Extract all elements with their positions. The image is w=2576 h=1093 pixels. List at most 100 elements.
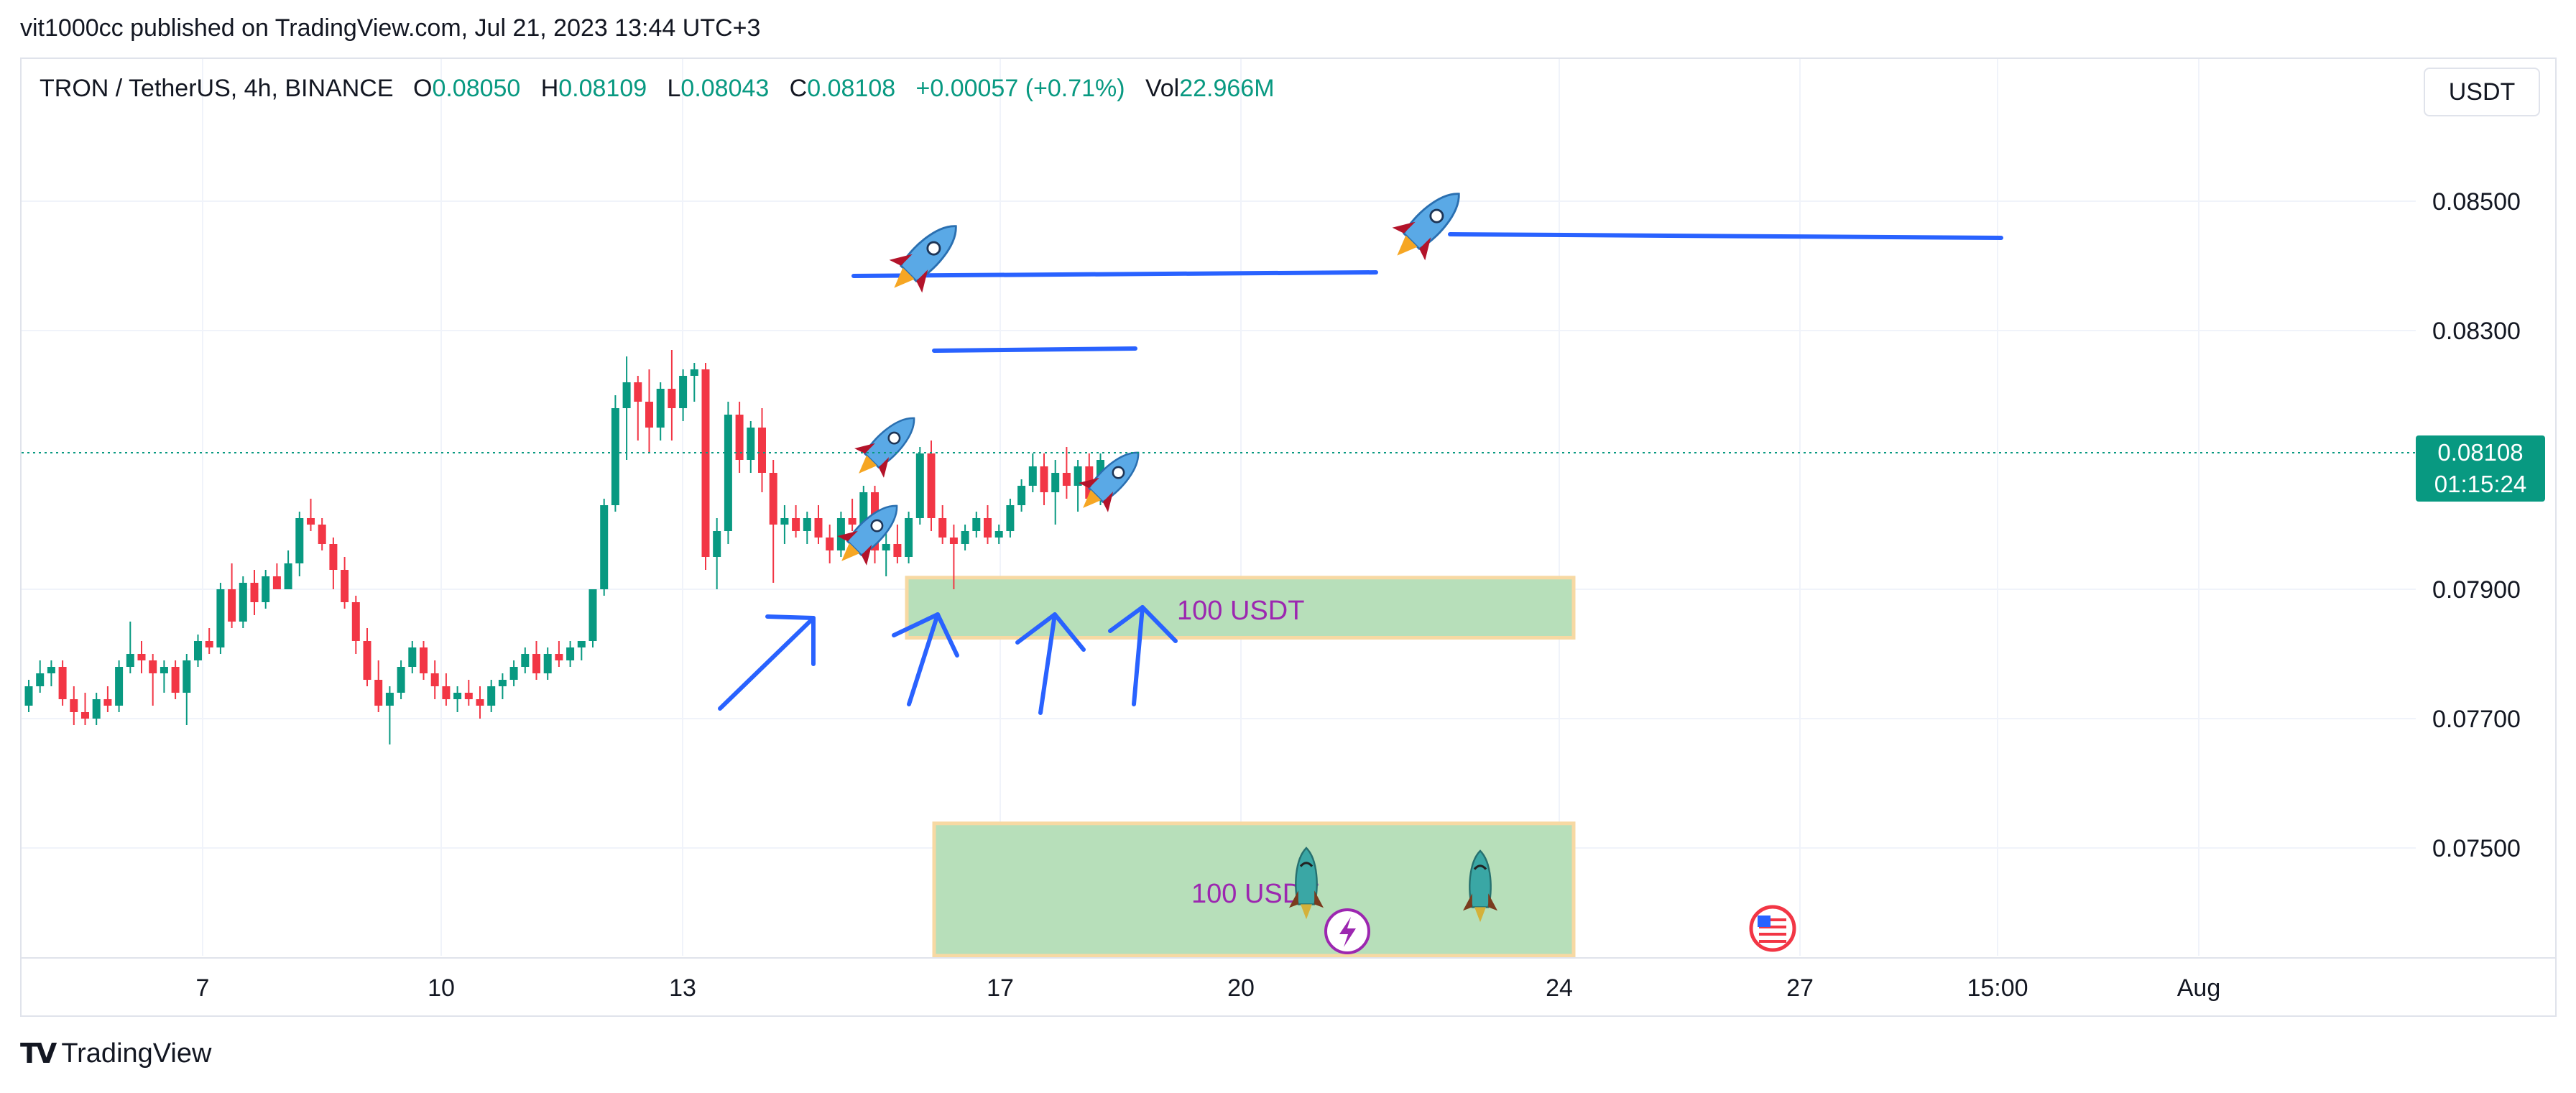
candle — [487, 680, 496, 712]
y-tick-label: 0.07700 — [2432, 706, 2521, 733]
candle — [1017, 479, 1026, 512]
candle — [769, 460, 777, 583]
candle-body — [509, 667, 518, 680]
publisher-credit: vit1000cc published on TradingView.com, … — [20, 14, 761, 42]
candle — [194, 635, 202, 667]
candle-body — [668, 389, 676, 408]
candle-body — [307, 518, 315, 525]
candle — [724, 402, 732, 544]
candle-body — [690, 369, 698, 376]
candle-body — [498, 680, 507, 686]
candle-body — [183, 660, 191, 693]
candle-body — [713, 531, 721, 557]
arrow-2 — [892, 612, 959, 706]
candle — [420, 641, 428, 680]
candle-body — [194, 641, 202, 660]
candle-body — [826, 538, 834, 550]
candle-body — [262, 576, 270, 602]
candle — [307, 499, 315, 531]
candle — [464, 680, 473, 706]
candle — [509, 660, 518, 686]
candle — [171, 660, 180, 699]
candle — [385, 686, 394, 744]
candle-body — [1017, 486, 1026, 505]
candle — [1040, 453, 1048, 505]
candle-body — [521, 654, 530, 667]
candle-body — [938, 518, 947, 538]
candle-body — [543, 654, 552, 673]
grid-lines — [22, 59, 2416, 956]
low-value: 0.08043 — [680, 75, 770, 102]
candle — [994, 525, 1003, 544]
candle-body — [927, 453, 936, 518]
support-zone — [932, 821, 1576, 958]
zone-label: 100 USDT — [1177, 596, 1304, 626]
candle-body — [893, 544, 902, 557]
candle — [250, 570, 259, 615]
x-tick-label: 10 — [428, 974, 455, 1002]
candle — [70, 686, 78, 725]
volume-label: Vol — [1145, 75, 1180, 102]
tradingview-logo[interactable]: TV TradingView — [20, 1038, 211, 1069]
candle — [374, 660, 383, 712]
candle-body — [103, 699, 112, 706]
candle-body — [47, 667, 55, 673]
candle — [927, 441, 936, 531]
rocket-sticker — [854, 417, 915, 478]
candle — [938, 505, 947, 544]
candle — [690, 363, 698, 402]
candle — [81, 693, 89, 725]
candle-body — [588, 589, 597, 641]
candle-body — [836, 518, 845, 550]
candle-body — [58, 667, 67, 699]
x-tick-label: 13 — [669, 974, 696, 1002]
candle — [149, 654, 157, 706]
candle-body — [577, 641, 586, 647]
candle — [295, 512, 304, 576]
candle — [1028, 453, 1037, 492]
candle-body — [487, 686, 496, 706]
candle-body — [915, 453, 924, 518]
candle — [972, 512, 981, 538]
candle — [566, 641, 575, 667]
candle-body — [397, 667, 405, 693]
symbol-label[interactable]: TRON / TetherUS, 4h, BINANCE — [40, 75, 394, 102]
candle-body — [532, 654, 540, 673]
level-line-3 — [932, 346, 1137, 353]
candle-body — [747, 428, 755, 460]
lightning-event-icon — [1324, 908, 1370, 954]
x-tick-label: Aug — [2177, 974, 2221, 1002]
candle — [543, 647, 552, 680]
candle-body — [205, 641, 213, 647]
candle-body — [137, 654, 146, 660]
candle-body — [385, 693, 394, 706]
candle — [905, 512, 913, 563]
change-value: +0.00057 (+0.71%) — [915, 75, 1125, 102]
open-value: 0.08050 — [432, 75, 521, 102]
candle — [984, 505, 992, 544]
candle-body — [882, 544, 890, 550]
candle-body — [363, 641, 371, 680]
candle — [949, 525, 958, 589]
candle — [826, 525, 834, 563]
candle-body — [24, 686, 33, 706]
candle-body — [701, 369, 710, 557]
candle — [961, 525, 969, 550]
currency-selector[interactable]: USDT — [2424, 68, 2540, 116]
candle-body — [600, 505, 609, 589]
candle-body — [284, 563, 292, 589]
candlesticks — [24, 350, 1104, 744]
candle — [228, 563, 236, 628]
candle — [36, 660, 45, 693]
candle-body — [149, 660, 157, 673]
candle — [792, 505, 800, 538]
candle-body — [239, 583, 247, 622]
candle — [58, 660, 67, 706]
rocket-sticker — [1079, 451, 1140, 512]
candle-body — [984, 518, 992, 538]
x-tick-label: 27 — [1786, 974, 1814, 1002]
candle — [24, 680, 33, 712]
chart-frame — [20, 57, 2557, 1017]
